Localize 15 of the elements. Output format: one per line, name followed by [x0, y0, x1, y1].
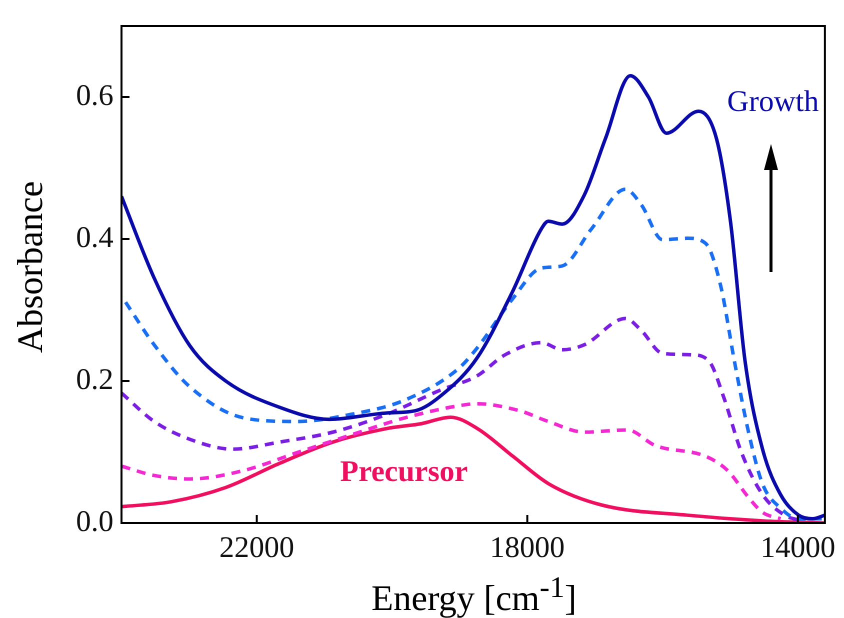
- y-axis-title: Absorbance: [9, 181, 51, 353]
- y-tick-label: 0.4: [76, 220, 114, 254]
- y-tick-label: 0.0: [76, 504, 114, 538]
- x-tick-label: 18000: [490, 530, 565, 564]
- line-series: [124, 188, 825, 520]
- x-tick-label: 22000: [219, 530, 294, 564]
- line-series: [122, 415, 825, 523]
- x-tick-label: 14000: [760, 530, 836, 564]
- annotation: Precursor: [340, 455, 468, 489]
- y-tick-label: 0.6: [76, 78, 114, 112]
- line-series: [122, 74, 825, 520]
- y-tick-label: 0.2: [76, 362, 114, 396]
- annotation: Growth: [727, 85, 819, 119]
- line-series: [122, 402, 782, 520]
- x-axis-title: Energy [cm$^{-1}$]: [370, 570, 578, 618]
